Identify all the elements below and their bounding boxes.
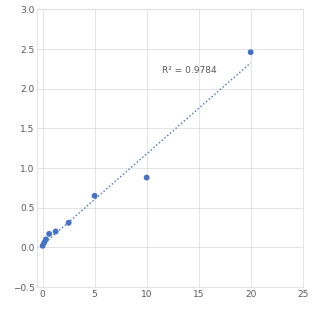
Point	[92, 193, 97, 198]
Point	[248, 50, 253, 55]
Point	[53, 229, 58, 234]
Point	[144, 175, 149, 180]
Point	[66, 220, 71, 225]
Text: R² = 0.9784: R² = 0.9784	[162, 66, 217, 75]
Point	[42, 240, 47, 245]
Point	[40, 243, 45, 248]
Point	[47, 232, 52, 236]
Point	[43, 237, 48, 242]
